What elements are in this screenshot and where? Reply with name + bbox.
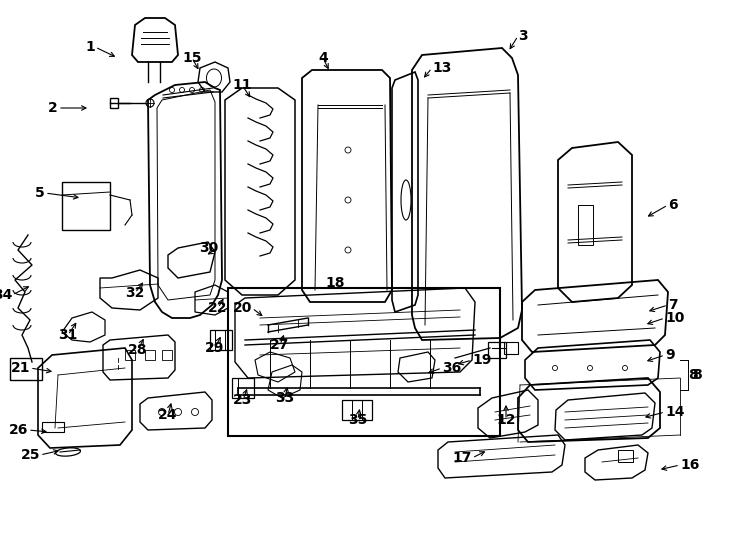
Text: 20: 20: [233, 301, 252, 315]
Text: 36: 36: [442, 361, 461, 375]
Bar: [42, 422, 64, 432]
Text: 35: 35: [349, 413, 368, 427]
Text: 30: 30: [199, 241, 218, 255]
Text: 26: 26: [9, 423, 28, 437]
Text: 18: 18: [325, 276, 345, 290]
Bar: [10, 358, 42, 380]
Text: 29: 29: [206, 341, 225, 355]
Text: 33: 33: [275, 391, 294, 405]
Text: 32: 32: [126, 286, 145, 300]
Text: 10: 10: [665, 311, 684, 325]
Text: 8: 8: [688, 368, 698, 382]
Text: 31: 31: [58, 328, 78, 342]
Text: 15: 15: [182, 51, 202, 65]
Text: 19: 19: [472, 353, 491, 367]
Bar: [232, 378, 254, 398]
Text: 2: 2: [48, 101, 58, 115]
Text: 27: 27: [270, 338, 290, 352]
Text: 13: 13: [432, 61, 451, 75]
Text: 22: 22: [208, 301, 228, 315]
Text: 14: 14: [665, 405, 685, 419]
Text: 5: 5: [35, 186, 45, 200]
Bar: [618, 450, 633, 462]
Text: 3: 3: [518, 29, 528, 43]
Bar: [145, 350, 155, 360]
Bar: [110, 98, 118, 108]
Text: 1: 1: [85, 40, 95, 54]
Bar: [62, 182, 110, 230]
Bar: [342, 400, 372, 420]
Text: 9: 9: [665, 348, 675, 362]
Text: 16: 16: [680, 458, 700, 472]
Bar: [488, 342, 506, 358]
Text: 25: 25: [21, 448, 40, 462]
Text: 7: 7: [668, 298, 677, 312]
Text: 12: 12: [496, 413, 516, 427]
Bar: [210, 330, 232, 350]
Text: 8: 8: [692, 368, 702, 382]
Bar: [578, 205, 593, 245]
Text: 6: 6: [668, 198, 677, 212]
Text: 17: 17: [453, 451, 472, 465]
Text: 23: 23: [233, 393, 252, 407]
Text: 21: 21: [10, 361, 30, 375]
Text: 34: 34: [0, 288, 12, 302]
Text: 11: 11: [232, 78, 252, 92]
Bar: [162, 350, 172, 360]
Text: 24: 24: [159, 408, 178, 422]
Bar: [228, 288, 500, 436]
Text: 4: 4: [318, 51, 328, 65]
Bar: [125, 350, 135, 360]
Bar: [504, 342, 518, 354]
Text: 28: 28: [128, 343, 148, 357]
